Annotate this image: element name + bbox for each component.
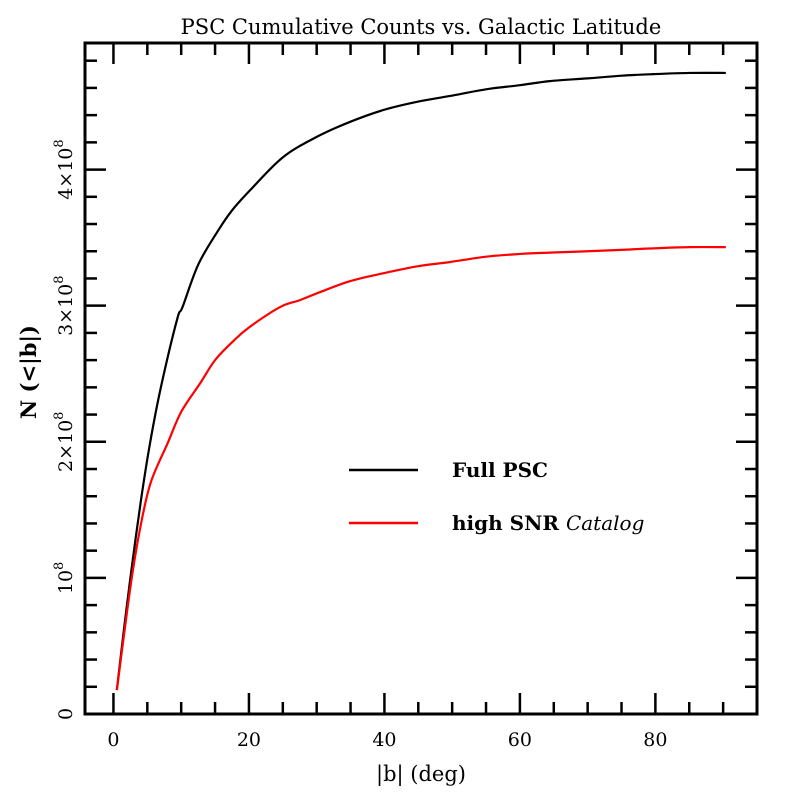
x-axis-ticks bbox=[112, 43, 759, 714]
y-tick-mantissa: 3×10 bbox=[55, 284, 77, 336]
plot-border bbox=[83, 41, 759, 716]
series-line-high-snr-catalog bbox=[115, 245, 726, 691]
y-tick-exponent: 8 bbox=[52, 562, 67, 570]
y-tick-label: 0 bbox=[55, 708, 77, 720]
y-tick-label: 3×108 bbox=[52, 275, 77, 335]
y-tick-label-text: 2×108 bbox=[52, 412, 77, 472]
y-axis-ticks bbox=[85, 59, 757, 716]
y-tick-mantissa: 0 bbox=[55, 708, 77, 720]
chart-title: PSC Cumulative Counts vs. Galactic Latit… bbox=[181, 15, 662, 39]
y-tick-label-text: 108 bbox=[52, 562, 77, 594]
series-line-full-psc bbox=[115, 71, 726, 691]
y-tick-exponent: 8 bbox=[52, 139, 67, 147]
y-tick-label: 108 bbox=[52, 562, 77, 594]
x-axis-tick-labels: 0 20 40 60 80 bbox=[107, 729, 667, 751]
y-axis-label: N (<|b|) bbox=[16, 325, 41, 419]
x-tick-label: 60 bbox=[508, 729, 532, 751]
plot-frame bbox=[83, 41, 759, 716]
legend-label-italic: Catalog bbox=[566, 511, 644, 535]
legend-label: high SNR Catalog bbox=[452, 511, 644, 535]
y-tick-label: 4×108 bbox=[52, 139, 77, 199]
legend-item: Full PSC bbox=[349, 458, 548, 482]
x-tick-label: 80 bbox=[643, 729, 667, 751]
legend-label-text: Full PSC bbox=[452, 458, 548, 482]
y-tick-exponent: 8 bbox=[52, 275, 67, 283]
y-tick-mantissa: 2×10 bbox=[55, 420, 77, 472]
x-tick-label: 20 bbox=[237, 729, 261, 751]
legend-label: Full PSC bbox=[452, 458, 548, 482]
y-tick-label: 2×108 bbox=[52, 412, 77, 472]
y-tick-label-text: 3×108 bbox=[52, 275, 77, 335]
x-tick-label: 0 bbox=[107, 729, 119, 751]
legend: Full PSC high SNR Catalog bbox=[349, 458, 644, 535]
y-tick-label-text: 0 bbox=[55, 708, 77, 720]
legend-item: high SNR Catalog bbox=[349, 511, 644, 535]
legend-label-text: high SNR bbox=[452, 511, 566, 535]
y-tick-exponent: 8 bbox=[52, 412, 67, 420]
series-layer bbox=[115, 71, 726, 691]
x-axis-label: |b| (deg) bbox=[376, 762, 466, 787]
x-tick-label: 40 bbox=[372, 729, 396, 751]
y-tick-label-text: 4×108 bbox=[52, 139, 77, 199]
y-tick-mantissa: 10 bbox=[55, 570, 77, 594]
y-tick-mantissa: 4×10 bbox=[55, 148, 77, 200]
